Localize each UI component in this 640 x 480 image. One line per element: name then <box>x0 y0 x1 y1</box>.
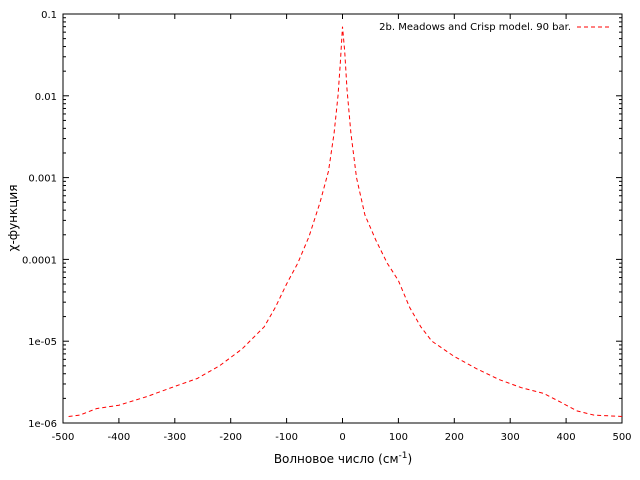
plot-frame <box>62 13 623 424</box>
x-axis-label-superscript: -1 <box>399 451 408 461</box>
series-line <box>68 26 623 417</box>
x-tick-label: -100 <box>275 432 298 443</box>
series-layer <box>68 26 623 417</box>
x-tick-label: 300 <box>501 432 520 443</box>
y-axis-ticks: 1e-06 1e-05 0.0001 0.001 0.01 0.1 <box>22 10 622 430</box>
x-tick-label: 500 <box>612 432 631 443</box>
x-tick-label: -200 <box>219 432 242 443</box>
x-axis-label: Волновое число (см-1) <box>274 451 412 466</box>
x-tick-label: 400 <box>557 432 576 443</box>
legend: 2b. Meadows and Crisp model. 90 bar. <box>379 22 611 33</box>
y-tick-label: 0.1 <box>41 10 57 21</box>
y-tick-label: 1e-05 <box>28 337 57 348</box>
x-tick-label: -300 <box>163 432 186 443</box>
x-tick-label: -500 <box>52 432 75 443</box>
x-tick-label: 100 <box>389 432 408 443</box>
x-axis-ticks: -500 -400 -300 -200 -100 0 100 200 300 400 500 <box>52 14 632 443</box>
x-axis-label-end: ) <box>407 452 412 466</box>
x-axis-label-main: Волновое число (см <box>274 452 399 466</box>
y-tick-label: 0.01 <box>35 92 57 103</box>
legend-label: 2b. Meadows and Crisp model. 90 bar. <box>379 22 571 33</box>
y-axis-label: χ-функция <box>6 185 20 252</box>
y-tick-label: 0.0001 <box>22 255 57 266</box>
y-tick-label: 1e-06 <box>28 419 57 430</box>
x-tick-label: -400 <box>108 432 131 443</box>
x-tick-label: 200 <box>445 432 464 443</box>
x-tick-label: 0 <box>339 432 345 443</box>
y-tick-label: 0.001 <box>28 174 57 185</box>
